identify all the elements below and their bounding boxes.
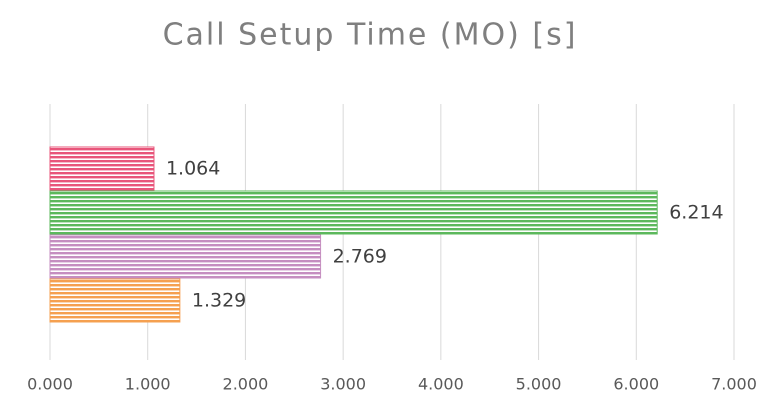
- x-tick-label: 6.000: [613, 375, 659, 394]
- bar: [49, 278, 181, 323]
- bar: [49, 146, 155, 191]
- value-label: 2.769: [333, 246, 387, 268]
- x-tick-label: 5.000: [516, 375, 562, 394]
- x-tick-label: 3.000: [320, 375, 366, 394]
- x-tick-label: 2.000: [223, 375, 269, 394]
- chart-title: Call Setup Time (MO) [s]: [163, 18, 578, 53]
- bar: [49, 190, 658, 235]
- x-tick-label: 4.000: [418, 375, 464, 394]
- value-label: 6.214: [669, 202, 723, 224]
- x-tick-label: 1.000: [125, 375, 171, 394]
- x-tick-label: 0.000: [27, 375, 73, 394]
- value-label: 1.329: [192, 290, 246, 312]
- bar: [49, 234, 322, 279]
- x-tick-label: 7.000: [711, 375, 757, 394]
- value-label: 1.064: [166, 158, 220, 180]
